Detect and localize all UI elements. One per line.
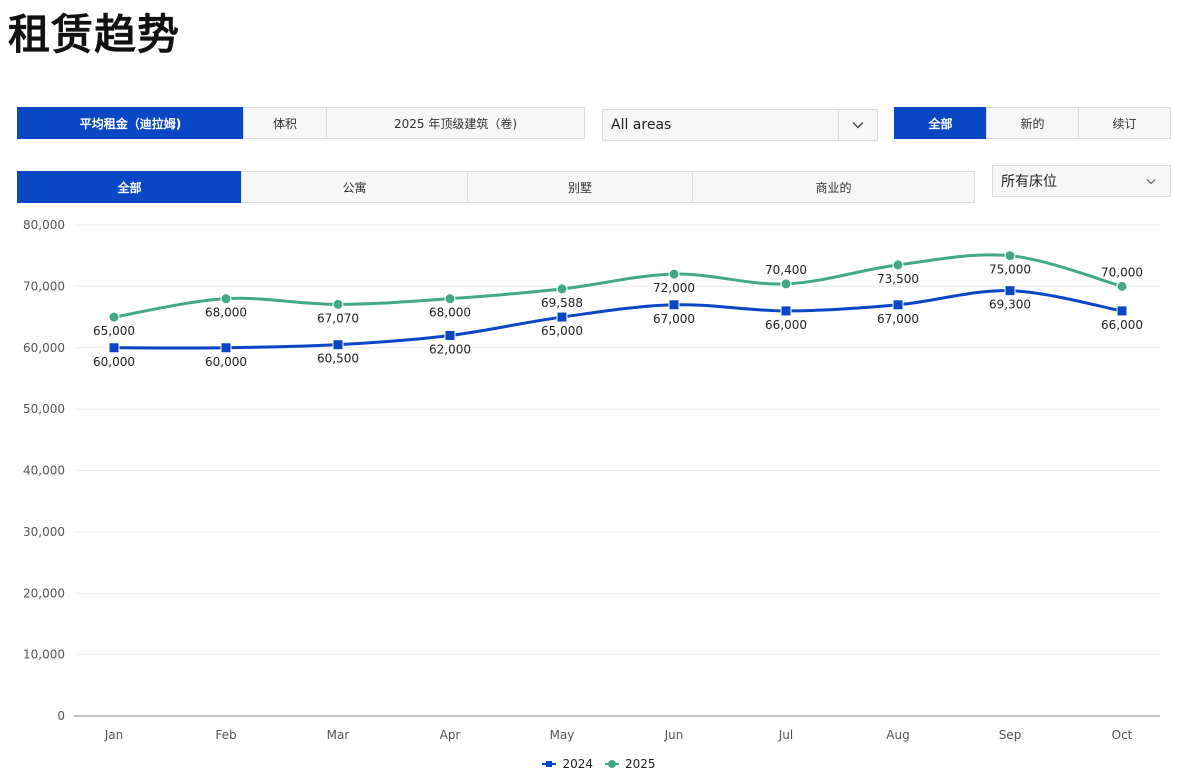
beds-select[interactable]: 所有床位: [992, 165, 1171, 197]
tab-top-buildings[interactable]: 2025 年顶级建筑（卷): [326, 107, 585, 139]
area-select-value: All areas: [611, 117, 672, 133]
legend-item-2025[interactable]: 2025: [605, 755, 656, 773]
series-line-2024: [113, 289, 1123, 350]
data-point-2024: [220, 342, 232, 354]
data-label: 69,300: [989, 298, 1031, 312]
data-label: 66,000: [765, 318, 807, 332]
data-point-2024: [332, 339, 344, 351]
data-point-2025: [108, 311, 120, 323]
square-marker-icon: [542, 759, 557, 769]
tab-contract-renewal[interactable]: 续订: [1078, 107, 1171, 139]
y-tick-label: 60,000: [23, 341, 65, 355]
x-tick-label: Jul: [778, 728, 793, 742]
y-tick-label: 50,000: [23, 402, 65, 416]
x-tick-label: Mar: [327, 728, 350, 742]
data-point-2025: [668, 268, 680, 280]
tab-type-commercial[interactable]: 商业的: [692, 171, 975, 203]
page-title: 租赁趋势: [8, 10, 181, 59]
data-label: 69,588: [541, 296, 583, 310]
data-label: 67,000: [877, 312, 919, 326]
chart-legend: 2024 2025: [0, 755, 1198, 773]
x-tick-label: Apr: [440, 728, 461, 742]
chevron-down-icon: [838, 110, 877, 140]
data-label: 66,000: [1101, 318, 1143, 332]
data-point-2025: [892, 259, 904, 271]
data-point-2024: [892, 299, 904, 311]
data-point-2025: [444, 293, 456, 305]
data-label: 68,000: [429, 306, 471, 320]
data-point-2025: [1004, 250, 1016, 262]
x-tick-label: Oct: [1112, 728, 1133, 742]
y-tick-label: 80,000: [23, 218, 65, 232]
data-point-2024: [1004, 285, 1016, 297]
data-point-2025: [332, 298, 344, 310]
x-tick-label: Sep: [999, 728, 1022, 742]
area-select[interactable]: All areas: [602, 109, 878, 141]
beds-select-value: 所有床位: [1001, 174, 1057, 190]
x-tick-label: Aug: [886, 728, 909, 742]
x-tick-label: May: [550, 728, 575, 742]
data-point-2024: [780, 305, 792, 317]
legend-label-2024: 2024: [562, 757, 593, 771]
tab-contract-new[interactable]: 新的: [986, 107, 1079, 139]
data-label: 67,070: [317, 311, 359, 325]
data-point-2025: [556, 283, 568, 295]
data-point-2025: [1116, 280, 1128, 292]
data-label: 72,000: [653, 281, 695, 295]
circle-marker-icon: [605, 759, 619, 769]
tab-type-villa[interactable]: 别墅: [467, 171, 693, 203]
data-label: 65,000: [541, 324, 583, 338]
chevron-down-icon: [1132, 166, 1170, 196]
contract-tabs: 全部 新的 续订: [894, 107, 1171, 139]
legend-label-2025: 2025: [625, 757, 656, 771]
data-point-2024: [556, 311, 568, 323]
x-tick-label: Feb: [215, 728, 236, 742]
data-label: 60,000: [205, 355, 247, 369]
series-line-2025: [113, 253, 1123, 319]
data-label: 62,000: [429, 342, 471, 356]
data-label: 65,000: [93, 324, 135, 338]
tab-average-rent[interactable]: 平均租金（迪拉姆): [17, 107, 244, 139]
data-label: 68,000: [205, 306, 247, 320]
property-type-tabs: 全部 公寓 别墅 商业的: [17, 171, 975, 203]
x-tick-label: Jan: [104, 728, 124, 742]
y-tick-label: 40,000: [23, 464, 65, 478]
tab-type-all[interactable]: 全部: [17, 171, 242, 203]
data-point-2024: [1116, 305, 1128, 317]
data-label: 73,500: [877, 272, 919, 286]
data-point-2024: [108, 342, 120, 354]
data-point-2025: [780, 278, 792, 290]
tab-type-apartment[interactable]: 公寓: [241, 171, 468, 203]
x-tick-label: Jun: [664, 728, 684, 742]
data-label: 70,400: [765, 263, 807, 277]
metric-tabs: 平均租金（迪拉姆) 体积 2025 年顶级建筑（卷): [17, 107, 585, 139]
tab-contract-all[interactable]: 全部: [894, 107, 987, 139]
legend-item-2024[interactable]: 2024: [542, 755, 593, 773]
data-point-2024: [668, 299, 680, 311]
data-point-2025: [220, 293, 232, 305]
data-label: 60,500: [317, 352, 359, 366]
tab-volume[interactable]: 体积: [243, 107, 327, 139]
y-tick-label: 30,000: [23, 525, 65, 539]
y-tick-label: 20,000: [23, 586, 65, 600]
data-label: 67,000: [653, 312, 695, 326]
y-tick-label: 70,000: [23, 279, 65, 293]
rental-trend-chart: 0 10,000 20,000 30,000 40,000 50,000 60,000 70,…: [23, 218, 1160, 742]
data-point-2024: [444, 329, 456, 341]
data-label: 75,000: [989, 263, 1031, 277]
y-tick-label: 0: [57, 709, 65, 723]
data-label: 70,000: [1101, 265, 1143, 279]
y-tick-label: 10,000: [23, 648, 65, 662]
data-label: 60,000: [93, 355, 135, 369]
